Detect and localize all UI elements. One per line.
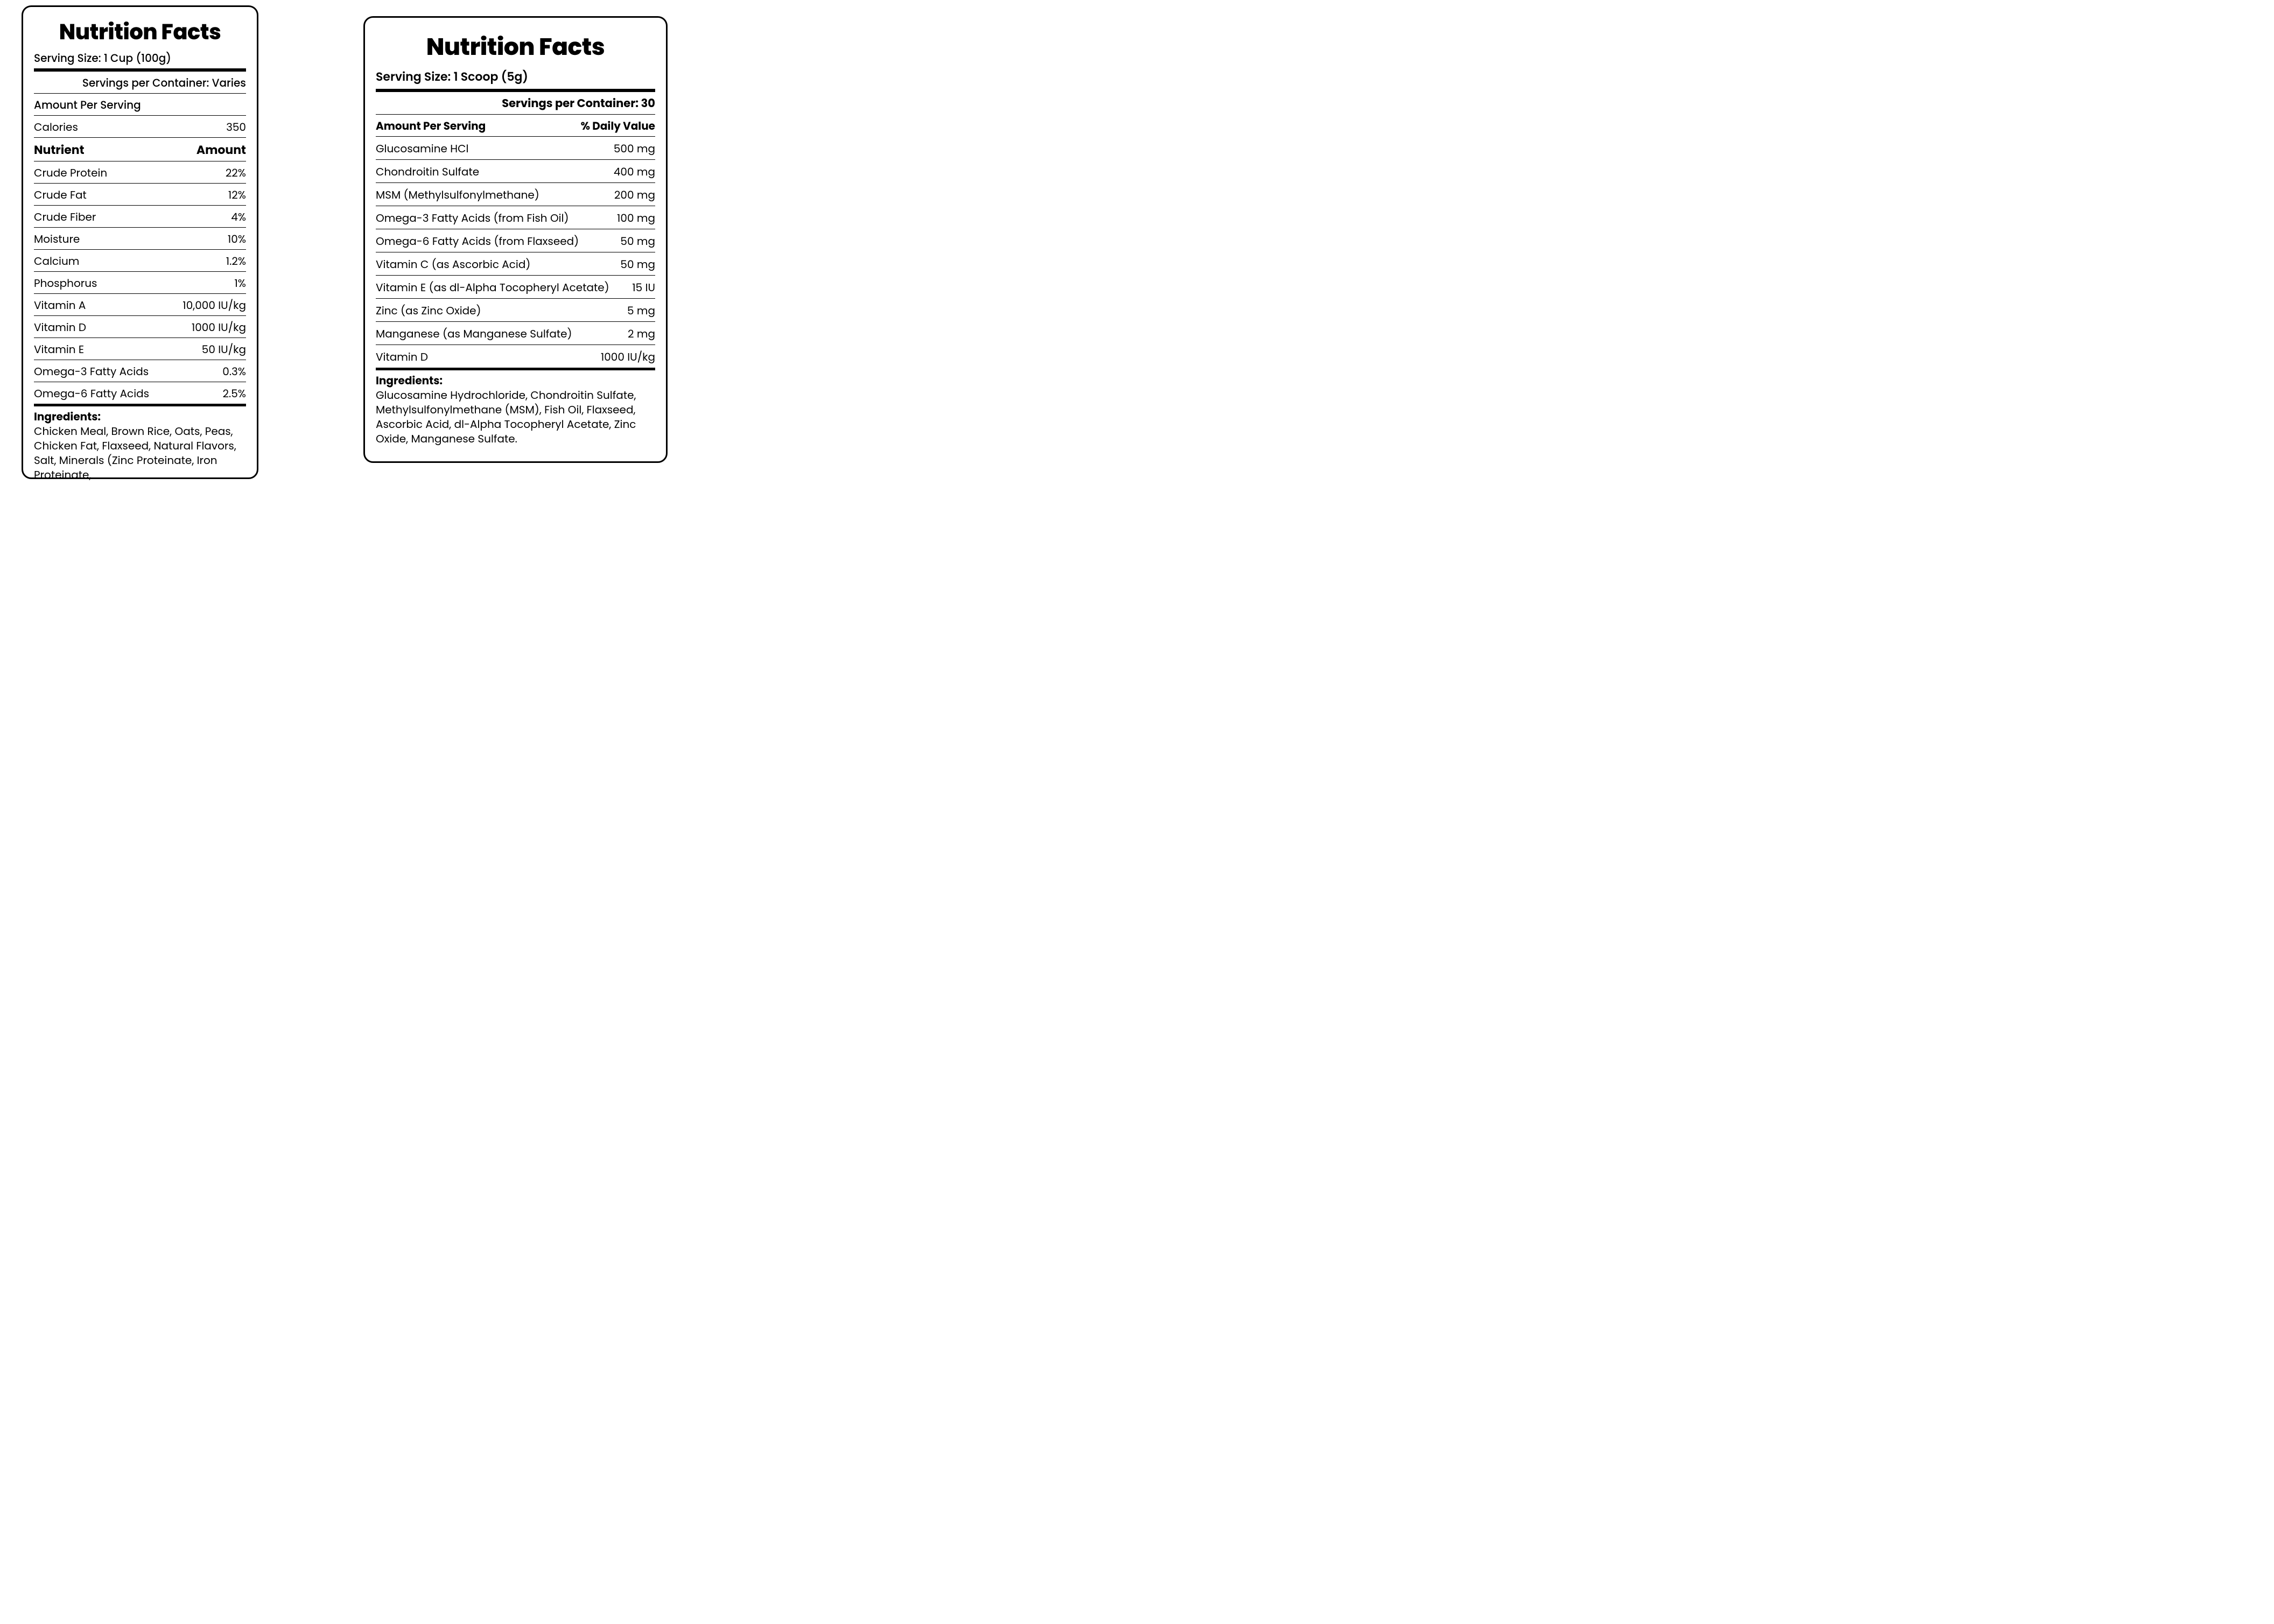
nutrient-value: 4% xyxy=(231,209,246,225)
nutrient-row: Calcium 1.2% xyxy=(34,250,246,272)
nutrient-row: Omega-6 Fatty Acids (from Flaxseed) 50 mg xyxy=(376,229,655,252)
panel-title: Nutrition Facts xyxy=(376,30,655,65)
nutrient-row: MSM (Methylsulfonylmethane) 200 mg xyxy=(376,183,655,206)
nutrient-row: Phosphorus 1% xyxy=(34,272,246,294)
nutrient-name: Glucosamine HCl xyxy=(376,140,468,157)
ingredients: Ingredients: Chicken Meal, Brown Rice, O… xyxy=(34,410,246,482)
nutrient-value: 200 mg xyxy=(614,187,655,203)
nutrient-row: Moisture 10% xyxy=(34,228,246,250)
servings-per-container: Servings per Container: 30 xyxy=(376,93,655,115)
calories-value: 350 xyxy=(226,119,246,135)
nutrient-name: Zinc (as Zinc Oxide) xyxy=(376,303,481,319)
nutrient-row: Vitamin E (as dl-Alpha Tocopheryl Acetat… xyxy=(376,276,655,299)
nutrient-row: Crude Protein 22% xyxy=(34,161,246,184)
calories-label: Calories xyxy=(34,119,78,135)
nutrient-value: 1000 IU/kg xyxy=(192,319,246,335)
nutrient-value: 12% xyxy=(228,187,246,203)
nutrient-row: Crude Fat 12% xyxy=(34,184,246,206)
nutrient-value: 0.3% xyxy=(222,363,246,379)
nutrient-value: 22% xyxy=(226,165,246,181)
ingredients-body: Glucosamine Hydrochloride, Chondroitin S… xyxy=(376,388,636,446)
ingredients-body: Chicken Meal, Brown Rice, Oats, Peas, Ch… xyxy=(34,424,236,482)
nutrient-row: Crude Fiber 4% xyxy=(34,206,246,228)
panel-title: Nutrition Facts xyxy=(34,16,246,48)
nutrient-value: 1.2% xyxy=(226,253,246,269)
nutrient-row: Glucosamine HCl 500 mg xyxy=(376,137,655,160)
nutrient-value: 2.5% xyxy=(223,385,246,402)
thick-rule xyxy=(376,89,655,92)
nutrient-value: 100 mg xyxy=(617,210,655,226)
nutrient-value: 50 mg xyxy=(620,233,655,249)
nutrient-row: Zinc (as Zinc Oxide) 5 mg xyxy=(376,299,655,322)
nutrient-value: 400 mg xyxy=(614,164,655,180)
thick-rule xyxy=(34,68,246,72)
nutrient-value: 50 IU/kg xyxy=(202,341,246,357)
calories-row: Calories 350 xyxy=(34,116,246,138)
nutrient-name: Omega-3 Fatty Acids xyxy=(34,363,149,379)
daily-value: % Daily Value xyxy=(581,118,655,134)
nutrient-value: 1% xyxy=(234,275,246,291)
amount-per-serving: Amount Per Serving xyxy=(376,118,486,134)
nutrient-name: Crude Fat xyxy=(34,187,87,203)
nutrient-name: Phosphorus xyxy=(34,275,97,291)
nutrient-row: Vitamin D 1000 IU/kg xyxy=(34,316,246,338)
ingredients-header: Ingredients: xyxy=(34,409,101,424)
nutrient-rows: Crude Protein 22% Crude Fat 12% Crude Fiber 4… xyxy=(34,161,246,406)
nutrient-name: Manganese (as Manganese Sulfate) xyxy=(376,326,572,342)
nutrient-header-row: Nutrient Amount xyxy=(34,138,246,161)
serving-size: Serving Size: 1 Scoop (5g) xyxy=(376,68,655,86)
serving-size: Serving Size: 1 Cup (100g) xyxy=(34,50,246,66)
nutrient-row: Omega-6 Fatty Acids 2.5% xyxy=(34,382,246,406)
nutrient-rows: Glucosamine HCl 500 mg Chondroitin Sulfate… xyxy=(376,137,655,370)
nutrient-name: Vitamin A xyxy=(34,297,86,313)
nutrient-row: Vitamin A 10,000 IU/kg xyxy=(34,294,246,316)
nutrient-row: Omega-3 Fatty Acids (from Fish Oil) 100 m… xyxy=(376,206,655,229)
nutrient-value: 1000 IU/kg xyxy=(601,349,655,365)
nutrition-panel-left: Nutrition Facts Serving Size: 1 Cup (100… xyxy=(22,5,258,479)
page: Nutrition Facts Serving Size: 1 Cup (100… xyxy=(0,0,689,492)
nutrient-name: Vitamin E xyxy=(34,341,84,357)
nutrient-value: 50 mg xyxy=(620,256,655,272)
nutrient-name: Vitamin E (as dl-Alpha Tocopheryl Acetat… xyxy=(376,279,609,296)
nutrition-panel-right: Nutrition Facts Serving Size: 1 Scoop (5… xyxy=(363,16,668,463)
nutrient-name: Vitamin D xyxy=(376,349,428,365)
nutrient-name: Moisture xyxy=(34,231,80,247)
nutrient-value: 500 mg xyxy=(614,140,655,157)
nutrient-name: Crude Fiber xyxy=(34,209,96,225)
nutrient-name: Vitamin C (as Ascorbic Acid) xyxy=(376,256,530,272)
amount-per-serving: Amount Per Serving xyxy=(34,94,246,116)
nutrient-row: Vitamin D 1000 IU/kg xyxy=(376,345,655,370)
nutrient-row: Vitamin E 50 IU/kg xyxy=(34,338,246,360)
nutrient-name: Omega-6 Fatty Acids (from Flaxseed) xyxy=(376,233,579,249)
ingredients: Ingredients: Glucosamine Hydrochloride, … xyxy=(376,374,655,446)
nutrient-row: Chondroitin Sulfate 400 mg xyxy=(376,160,655,183)
nutrient-name: Calcium xyxy=(34,253,79,269)
nutrient-name: Omega-6 Fatty Acids xyxy=(34,385,149,402)
ingredients-header: Ingredients: xyxy=(376,373,443,388)
nutrient-value: 10% xyxy=(228,231,246,247)
nutrient-value: 2 mg xyxy=(628,326,655,342)
nutrient-value: 5 mg xyxy=(627,303,655,319)
nutrient-name: MSM (Methylsulfonylmethane) xyxy=(376,187,539,203)
nutrient-name: Vitamin D xyxy=(34,319,86,335)
nutrient-name: Crude Protein xyxy=(34,165,107,181)
nutrient-value: 15 IU xyxy=(632,279,655,296)
header-nutrient: Nutrient xyxy=(34,141,85,159)
nutrient-row: Omega-3 Fatty Acids 0.3% xyxy=(34,360,246,382)
amount-dailyvalue-row: Amount Per Serving % Daily Value xyxy=(376,115,655,137)
nutrient-row: Manganese (as Manganese Sulfate) 2 mg xyxy=(376,322,655,345)
header-amount: Amount xyxy=(196,141,246,159)
nutrient-row: Vitamin C (as Ascorbic Acid) 50 mg xyxy=(376,252,655,276)
nutrient-name: Omega-3 Fatty Acids (from Fish Oil) xyxy=(376,210,569,226)
nutrient-value: 10,000 IU/kg xyxy=(183,297,246,313)
nutrient-name: Chondroitin Sulfate xyxy=(376,164,479,180)
servings-per-container: Servings per Container: Varies xyxy=(34,73,246,94)
